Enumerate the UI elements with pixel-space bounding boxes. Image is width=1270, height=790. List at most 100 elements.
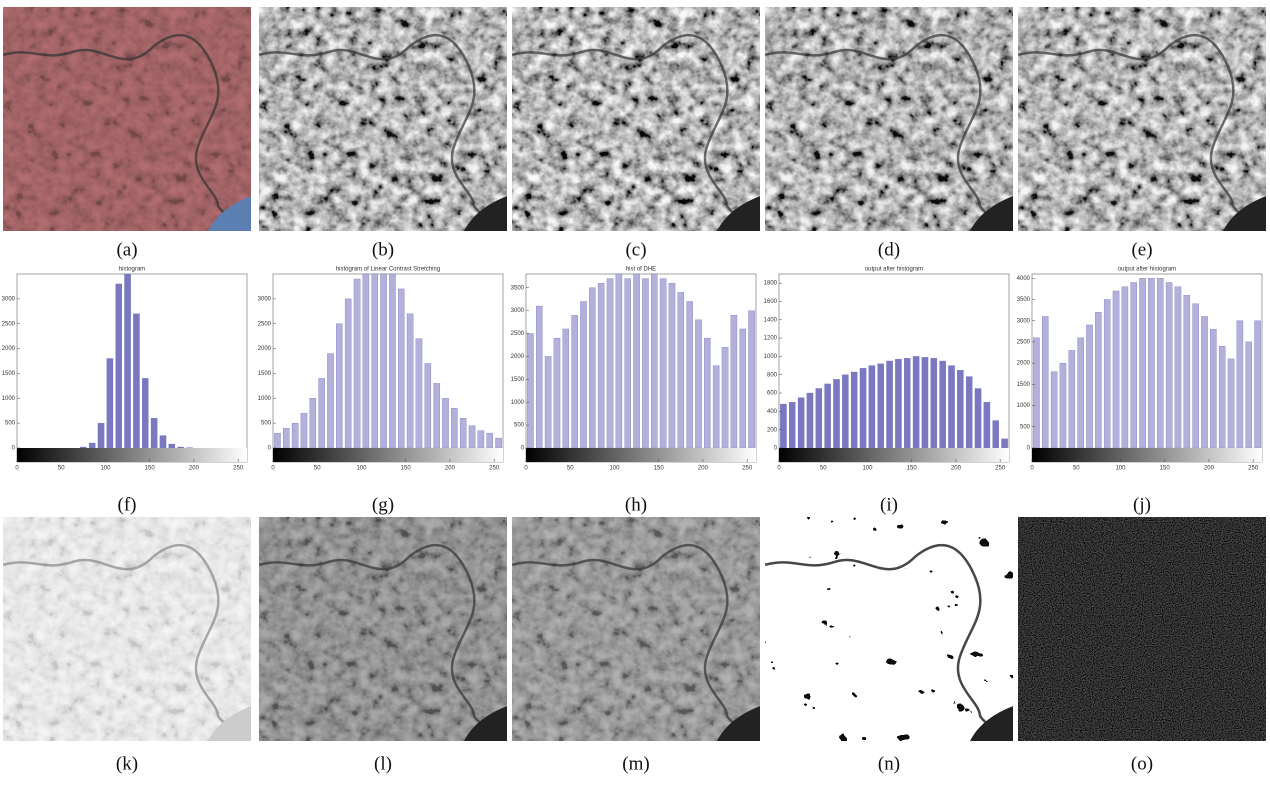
x-tick-label: 200 [698,466,709,472]
bar [931,358,937,448]
bar [1122,287,1128,448]
bar [678,292,684,448]
bar [107,359,113,448]
bar [966,377,972,448]
bar [345,299,351,448]
bar [434,383,440,448]
y-tick-label: 500 [5,421,16,427]
bar [1184,295,1190,448]
bar [940,361,946,448]
bar [895,359,901,448]
y-tick-label: 0 [774,446,778,452]
y-tick-label: 3000 [258,296,272,302]
bar [425,363,431,448]
x-tick-label: 100 [862,466,873,472]
bar [1060,363,1066,448]
bar [780,404,786,448]
bar [704,338,710,448]
panel-label: (e) [1131,239,1152,260]
bar [1254,321,1260,448]
bar [319,378,325,448]
bar [160,436,166,448]
bar [416,339,422,448]
panel-label: (o) [1131,753,1153,774]
bar [460,418,466,448]
bar [572,315,578,448]
y-tick-label: 3500 [511,285,525,291]
x-tick-label: 250 [742,466,753,472]
bar [713,366,719,448]
x-tick-label: 150 [907,466,918,472]
bar [98,423,104,448]
x-tick-label: 200 [1204,466,1215,472]
y-tick-label: 3500 [1017,297,1031,303]
y-tick-label: 2000 [2,346,16,352]
bar [589,288,595,448]
bar [1193,304,1199,448]
bar [283,428,289,448]
bar [1228,359,1234,448]
x-tick-label: 0 [524,466,528,472]
bar [842,375,848,448]
plot-frame [17,274,247,462]
y-tick-label: 500 [514,423,525,429]
bar [833,379,839,448]
bar [478,431,484,448]
y-tick-label: 3000 [511,308,525,314]
bar [563,329,569,448]
panel-label: (b) [372,239,394,260]
bar [487,433,493,448]
colorbar [273,448,503,462]
bar [633,274,639,448]
x-tick-label: 50 [567,466,574,472]
y-tick-label: 1600 [764,299,778,305]
bar [1148,278,1154,448]
x-tick-label: 150 [654,466,665,472]
bar [274,433,280,448]
bar [1131,282,1137,448]
y-tick-label: 1000 [2,396,16,402]
bar [80,447,86,448]
bar [124,274,130,448]
bar [116,284,122,448]
x-tick-label: 50 [820,466,827,472]
bar [389,274,395,448]
bar [536,306,542,448]
bar [687,301,693,448]
bar [527,334,533,448]
bar [660,279,666,448]
satellite-image [512,7,760,231]
x-tick-label: 50 [1073,466,1080,472]
satellite-image [3,7,251,231]
x-tick-label: 250 [489,466,500,472]
x-tick-label: 0 [1030,466,1034,472]
panel-label: (c) [625,239,646,260]
satellite-image [1018,7,1266,231]
bar [442,398,448,448]
panel-label: (n) [878,753,900,774]
bar [886,361,892,448]
bar [151,418,157,448]
plot-frame [273,274,503,462]
x-tick-label: 250 [1248,466,1259,472]
satellite-image [765,517,1013,741]
x-tick-label: 0 [15,466,19,472]
panel-label: (i) [880,494,898,515]
bar [957,370,963,448]
chart-title: histogram [119,267,145,273]
bar [1139,278,1145,448]
bar [354,279,360,448]
bar [1086,325,1092,448]
y-tick-label: 500 [1020,424,1031,430]
bar [1237,321,1243,448]
x-tick-label: 150 [401,466,412,472]
bar [398,289,404,448]
bar [1246,342,1252,448]
x-tick-label: 200 [445,466,456,472]
y-tick-label: 1200 [764,336,778,342]
bar [948,366,954,448]
bar [993,421,999,448]
bar [336,324,342,448]
bar [913,356,919,448]
